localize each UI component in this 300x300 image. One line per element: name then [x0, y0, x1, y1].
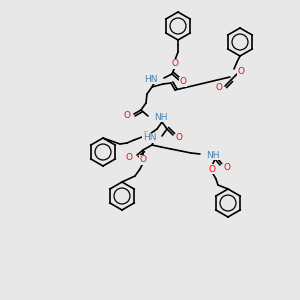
Text: HN: HN	[145, 74, 158, 83]
Text: NH: NH	[206, 151, 220, 160]
Text: O: O	[215, 83, 222, 92]
Text: O: O	[224, 163, 231, 172]
Text: O: O	[179, 77, 187, 86]
Text: O: O	[176, 133, 183, 142]
Text: O: O	[208, 164, 215, 173]
Text: HN: HN	[143, 134, 157, 142]
Text: NH: NH	[154, 112, 167, 122]
Text: O: O	[126, 152, 133, 161]
Text: S: S	[142, 131, 148, 140]
Text: O: O	[123, 112, 130, 121]
Text: O: O	[172, 59, 178, 68]
Text: O: O	[237, 67, 244, 76]
Text: O: O	[140, 155, 146, 164]
